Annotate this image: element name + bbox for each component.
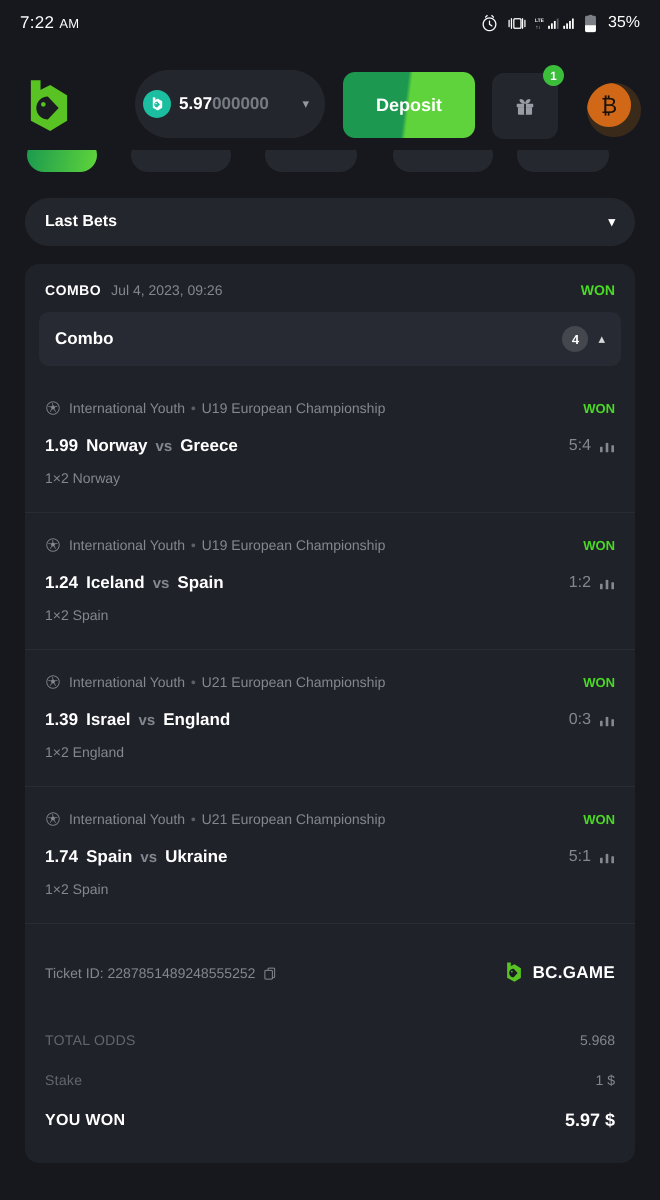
svg-text:↑↓: ↑↓ — [536, 25, 541, 30]
svg-text:₿: ₿ — [601, 93, 617, 118]
svg-text:LTE: LTE — [535, 17, 544, 23]
